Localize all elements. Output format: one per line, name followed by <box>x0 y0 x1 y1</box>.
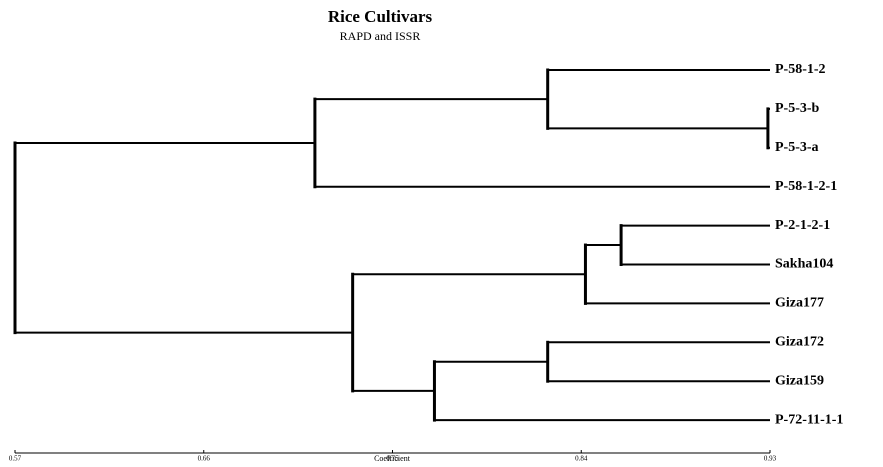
x-tick-label: 0.93 <box>764 455 777 462</box>
x-tick-label: 0.57 <box>9 455 22 462</box>
leaf-label: P-5-3-a <box>775 140 819 155</box>
leaf-label: P-5-3-b <box>775 101 820 116</box>
leaf-label: P-58-1-2 <box>775 62 826 77</box>
leaf-label: Giza177 <box>775 296 824 311</box>
x-axis-label: Coefficient <box>374 454 411 462</box>
chart-title: Rice Cultivars <box>328 7 433 26</box>
x-tick-label: 0.66 <box>198 455 211 462</box>
leaf-label: Giza159 <box>775 373 824 388</box>
leaf-label: Giza172 <box>775 335 824 350</box>
x-tick-label: 0.75 <box>386 455 399 462</box>
leaf-label: P-2-1-2-1 <box>775 218 830 233</box>
leaf-label: P-58-1-2-1 <box>775 179 837 194</box>
leaf-label: P-72-11-1-1 <box>775 412 843 427</box>
chart-subtitle: RAPD and ISSR <box>340 29 421 43</box>
leaf-label: Sakha104 <box>775 257 833 272</box>
x-tick-label: 0.84 <box>575 455 588 462</box>
